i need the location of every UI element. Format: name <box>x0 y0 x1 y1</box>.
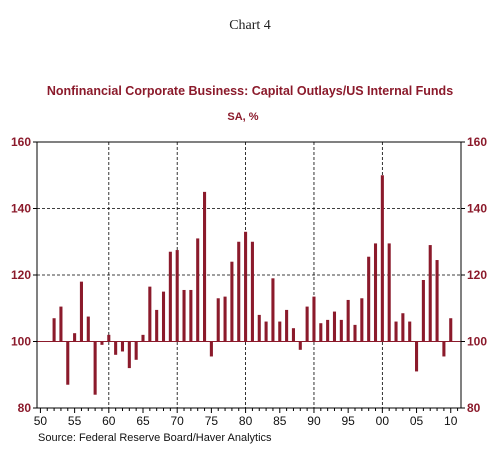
bar <box>421 279 425 342</box>
x-tick-label: 55 <box>68 414 82 428</box>
bar <box>93 341 97 395</box>
bar <box>332 311 337 342</box>
bar <box>401 313 405 342</box>
bar <box>175 250 179 342</box>
bar <box>346 299 350 342</box>
x-tick-label: 90 <box>307 414 321 428</box>
y-tick-label-left: 100 <box>11 335 31 349</box>
bar <box>114 341 118 355</box>
bar <box>100 341 104 345</box>
bar <box>305 306 309 342</box>
bar <box>428 245 432 342</box>
source-note: Source: Federal Reserve Board/Haver Anal… <box>38 432 272 444</box>
bar <box>148 286 152 342</box>
bar <box>223 296 227 342</box>
x-tick-label: 80 <box>239 414 253 428</box>
bar <box>360 298 364 342</box>
x-tick-label: 70 <box>171 414 185 428</box>
bar <box>203 191 207 342</box>
y-tick-label-right: 120 <box>467 268 487 282</box>
bar <box>367 256 371 342</box>
x-tick-label: 60 <box>102 414 116 428</box>
bar <box>168 251 172 342</box>
x-tick-label: 85 <box>273 414 287 428</box>
bars <box>52 175 453 395</box>
bar <box>161 291 166 342</box>
bar <box>319 323 323 342</box>
bar <box>394 321 398 342</box>
bar <box>141 334 145 342</box>
chart-subtitle: SA, % <box>227 111 258 123</box>
bar <box>73 333 77 342</box>
y-tick-label-right: 80 <box>467 401 481 415</box>
bar <box>326 319 330 342</box>
y-tick-label-left: 160 <box>11 135 31 149</box>
y-axis-right: 160 140 120 100 80 <box>461 135 487 415</box>
x-tick-label: 75 <box>205 414 219 428</box>
bar <box>79 281 83 342</box>
bar <box>435 260 439 342</box>
bar <box>230 261 234 342</box>
y-tick-label-right: 160 <box>467 135 487 149</box>
bar <box>278 321 282 342</box>
bar <box>380 175 384 342</box>
bar <box>257 314 261 342</box>
bar <box>298 341 302 350</box>
x-tick-label: 00 <box>376 414 390 428</box>
bar <box>312 296 316 342</box>
bar <box>264 321 268 342</box>
bar <box>86 316 90 342</box>
x-tick-label: 05 <box>410 414 424 428</box>
bar <box>237 241 241 342</box>
y-tick-label-left: 80 <box>18 401 32 415</box>
bar <box>120 341 125 352</box>
bar <box>182 289 186 342</box>
y-tick-label-right: 140 <box>467 202 487 216</box>
bar <box>415 341 419 372</box>
bar <box>127 341 131 369</box>
bar <box>271 278 275 342</box>
bar <box>155 309 159 342</box>
bar <box>52 318 56 342</box>
y-tick-label-left: 120 <box>11 268 31 282</box>
bar <box>250 241 254 342</box>
x-tick-label: 50 <box>34 414 48 428</box>
bar <box>291 328 295 342</box>
x-tick-label: 65 <box>136 414 150 428</box>
bar <box>285 309 289 342</box>
chart-title: Nonfinancial Corporate Business: Capital… <box>47 84 453 98</box>
bar <box>449 318 453 342</box>
bar <box>189 289 193 342</box>
bar <box>408 321 412 342</box>
x-tick-label: 10 <box>444 414 458 428</box>
y-axis-left: 160 140 120 100 80 <box>11 135 37 415</box>
bar <box>442 341 446 357</box>
chart-caption: Chart 4 <box>229 18 271 33</box>
bar <box>373 243 378 342</box>
bar <box>216 298 220 342</box>
bar <box>387 243 391 342</box>
grid-lines <box>37 142 461 408</box>
y-tick-label-right: 100 <box>467 335 487 349</box>
y-tick-label-left: 140 <box>11 202 31 216</box>
bar <box>353 324 357 342</box>
x-axis: 50 55 60 65 70 75 80 85 90 95 00 05 10 <box>34 408 459 428</box>
bar <box>107 334 111 342</box>
bar <box>59 306 63 342</box>
bar <box>196 238 200 342</box>
bar <box>134 341 138 360</box>
bar <box>209 341 213 357</box>
bar <box>244 231 248 342</box>
x-tick-label: 95 <box>341 414 355 428</box>
bar <box>339 319 343 342</box>
bar <box>66 341 70 385</box>
